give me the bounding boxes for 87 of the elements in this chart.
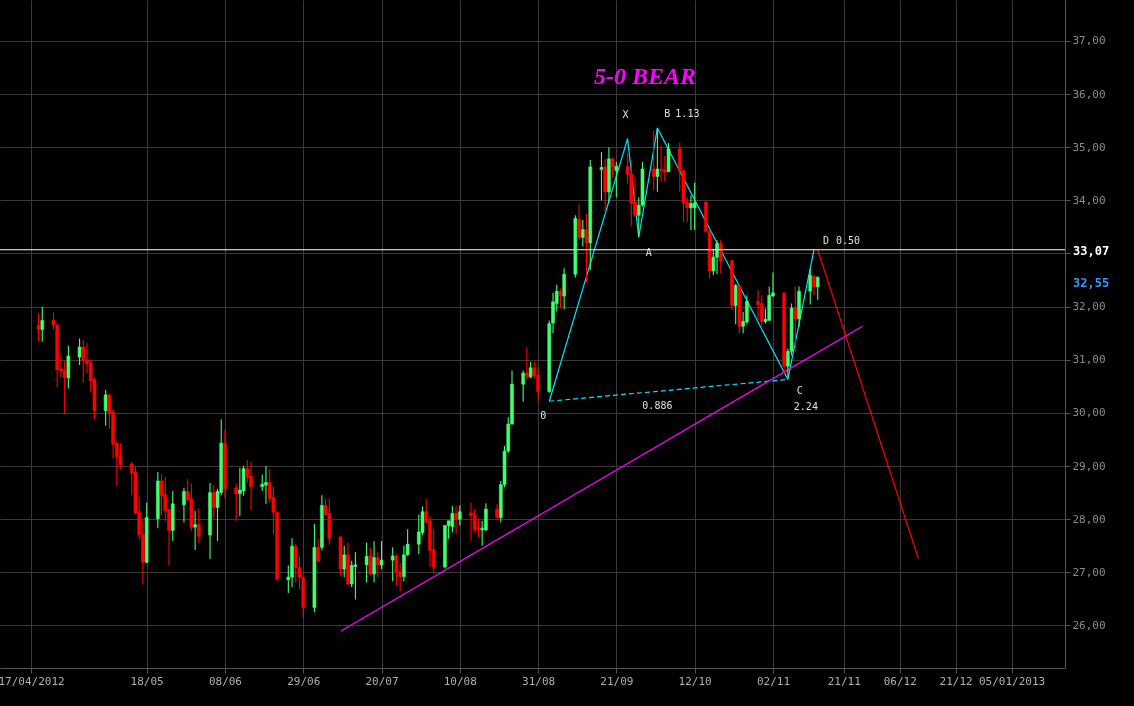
candlestick (562, 267, 566, 310)
candlestick (454, 505, 458, 535)
candlestick (182, 487, 186, 523)
candlestick (458, 504, 462, 527)
x-tick-label: 21/12 (939, 674, 973, 688)
candlestick (469, 502, 473, 542)
annotation: B (664, 108, 671, 120)
x-tick-label: 12/10 (678, 674, 712, 688)
candlestick (81, 339, 86, 384)
candlestick (342, 545, 347, 578)
candlestick (193, 510, 197, 551)
candlestick (614, 161, 619, 198)
candlestick (759, 294, 764, 327)
x-tick-label: 10/08 (443, 674, 477, 688)
x-tick-label: 02/11 (756, 674, 791, 688)
annotation: 0 (540, 410, 547, 422)
candlestick (364, 542, 369, 583)
candlestick (234, 483, 238, 522)
candlestick (249, 461, 253, 511)
candlestick (77, 337, 82, 366)
x-tick-label: 20/07 (365, 674, 399, 688)
annotation: D (822, 234, 829, 246)
candlestick (689, 195, 693, 231)
x-tick-label: 21/11 (827, 674, 861, 688)
y-tick-label: 32,00 (1072, 300, 1106, 314)
candlestick (808, 268, 813, 306)
candlestick (211, 484, 216, 519)
text: 32,55 (1073, 276, 1110, 290)
x-tick-label: 29/06 (287, 674, 321, 688)
candlestick (66, 344, 71, 390)
x-tick-label: 18/05 (130, 674, 164, 688)
candlestick (718, 239, 723, 275)
annotation: 0.886 (642, 399, 673, 411)
candlestick (651, 130, 656, 191)
y-tick-label: 35,00 (1072, 140, 1106, 154)
x-tick-label: 08/06 (208, 674, 243, 688)
annotation: X (622, 108, 629, 120)
x-tick-label: 06/12 (883, 674, 917, 688)
text: 5-0 BEAR (593, 63, 697, 89)
y-tick-label: 29,00 (1072, 459, 1106, 473)
x-tick-label: 21/09 (600, 674, 634, 688)
candlestick (581, 219, 585, 248)
candlestick (715, 239, 719, 275)
candlestick (394, 553, 399, 587)
candlestick (40, 306, 45, 343)
candlestick (264, 465, 268, 505)
candlestick (36, 312, 41, 343)
candlestick (379, 540, 384, 570)
candlestick (815, 275, 820, 301)
candlestick (368, 546, 373, 577)
annotation: 0.50 (835, 234, 860, 246)
annotation: 1.13 (675, 108, 700, 120)
annotation: 2.24 (793, 401, 818, 413)
candlestick (375, 551, 380, 578)
candlestick (525, 347, 529, 381)
candlestick (521, 369, 525, 403)
y-tick-label: 31,00 (1072, 353, 1106, 367)
annotation: A (645, 247, 652, 259)
y-tick-label: 34,00 (1072, 193, 1106, 207)
y-tick-label: 28,00 (1072, 512, 1106, 526)
annotation: C (796, 385, 803, 397)
candlestick (536, 366, 540, 402)
y-tick-label: 37,00 (1072, 34, 1106, 48)
candlestick (812, 274, 816, 297)
y-tick-label: 27,00 (1072, 565, 1106, 579)
x-tick-label: 05/01/2013 (978, 674, 1046, 688)
candlestick (238, 467, 242, 517)
candlestick (659, 145, 663, 183)
candlestick (577, 202, 581, 241)
candlestick (197, 508, 201, 544)
candlestick (692, 182, 697, 231)
candlestick (159, 473, 164, 517)
y-tick-label: 30,00 (1072, 406, 1106, 420)
candlestick (558, 288, 563, 309)
candlestick (390, 546, 395, 582)
x-tick-label: 17/04/2012 (0, 674, 65, 688)
x-tick-label: 31/08 (522, 674, 556, 688)
ref-line-label: 33,07 (1073, 243, 1110, 258)
candlestick (372, 540, 376, 583)
candlestick (655, 127, 660, 193)
candlestick (666, 142, 671, 173)
candlestick (599, 151, 604, 201)
candlestick (353, 551, 358, 600)
candlestick (476, 518, 481, 538)
y-tick-label: 36,00 (1072, 87, 1106, 101)
candlestick (610, 156, 615, 178)
y-tick-label: 26,00 (1072, 618, 1106, 632)
